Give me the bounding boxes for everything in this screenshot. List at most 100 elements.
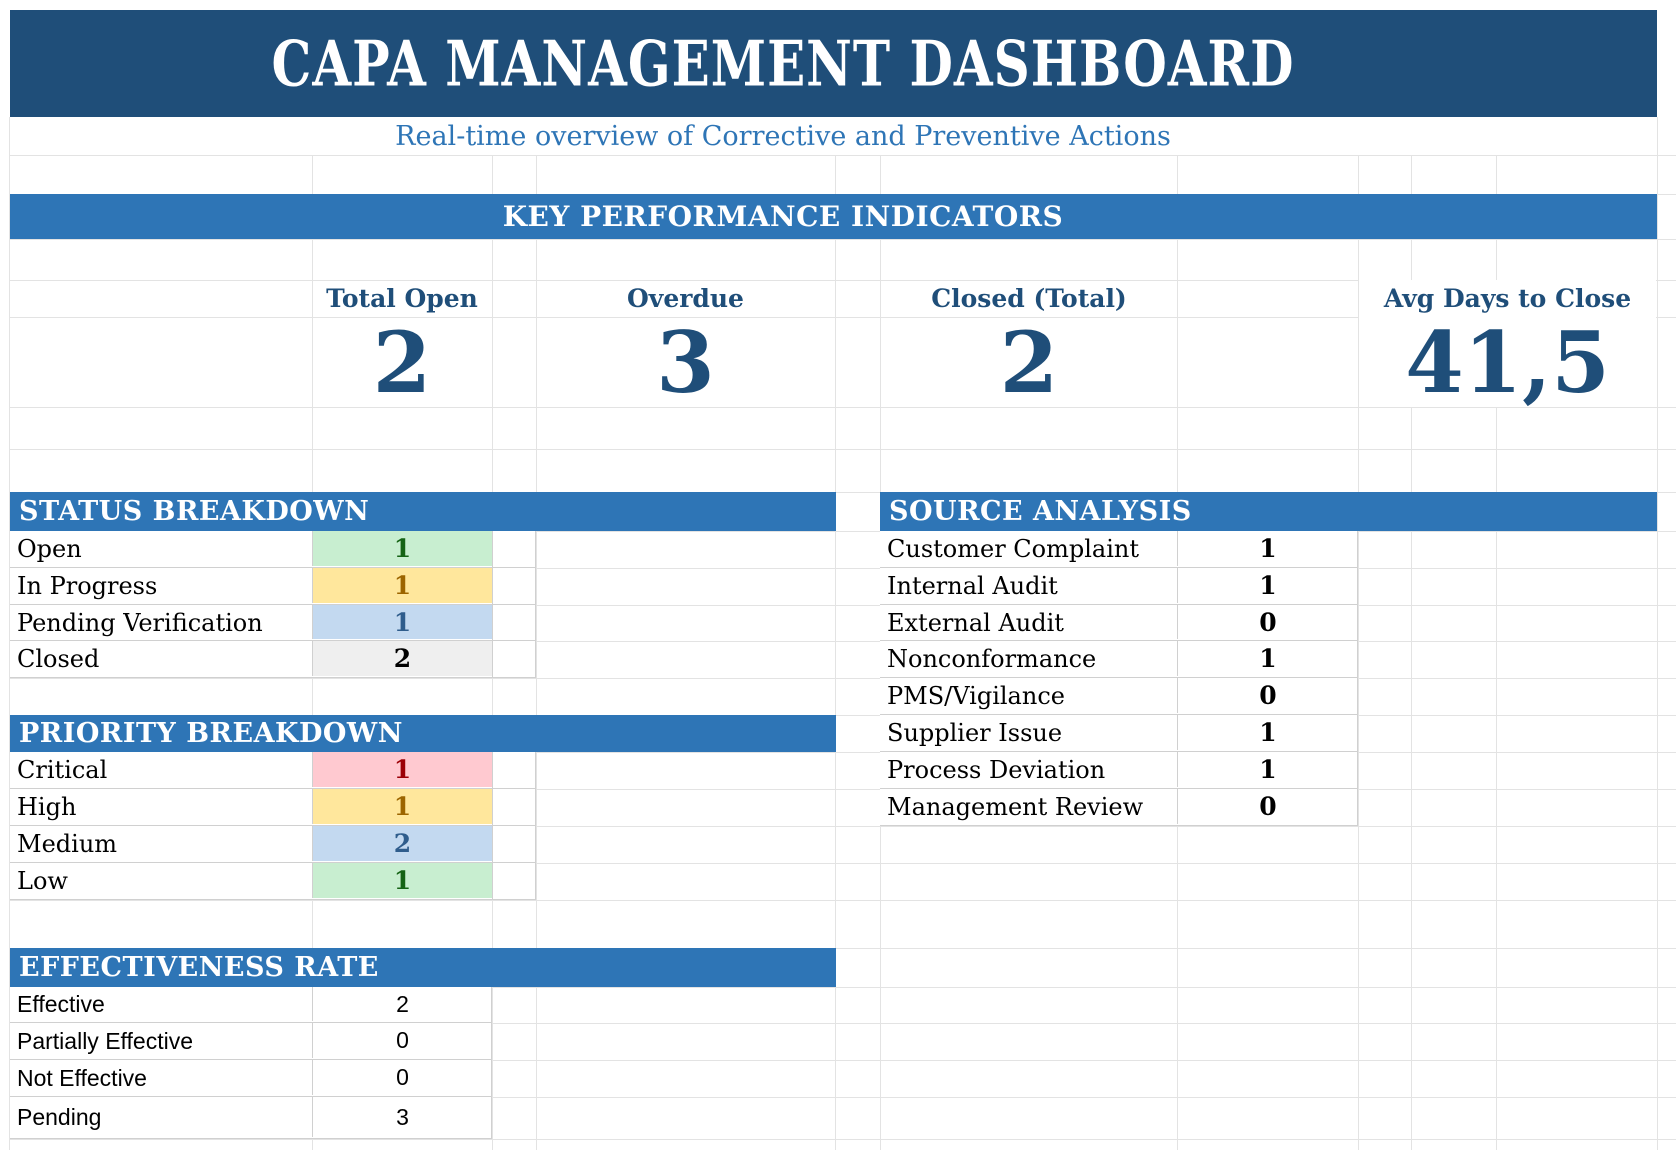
effectiveness-row-value[interactable]: 3 (312, 1097, 492, 1137)
kpi-value-avg-days[interactable]: 41,5 (1359, 313, 1656, 412)
priority-row-value[interactable]: 1 (312, 789, 492, 824)
source-row-value[interactable]: 1 (1177, 752, 1358, 787)
effectiveness-row-label[interactable]: Effective (17, 991, 105, 1017)
priority-row-label[interactable]: Medium (17, 830, 118, 858)
effectiveness-row-value[interactable]: 0 (312, 1023, 492, 1058)
gridline-horizontal (9, 715, 1676, 716)
source-row-label[interactable]: Internal Audit (887, 572, 1058, 600)
priority-row-label[interactable]: Low (17, 867, 68, 895)
priority-row-value[interactable]: 1 (312, 863, 492, 898)
effectiveness-row-value[interactable]: 2 (312, 987, 492, 1021)
kpi-section-bar (10, 194, 1657, 239)
page-subtitle: Real-time overview of Corrective and Pre… (10, 117, 1556, 155)
gridline-vertical (9, 117, 10, 1150)
table-row: Customer Complaint 1 (880, 531, 1358, 568)
gridline-horizontal (9, 492, 1676, 493)
empty-cell (492, 605, 536, 640)
gridline-horizontal (9, 531, 1676, 532)
source-row-value[interactable]: 1 (1177, 641, 1358, 676)
status-row-label[interactable]: Pending Verification (17, 608, 263, 637)
priority-breakdown-header-text: PRIORITY BREAKDOWN (19, 718, 403, 749)
empty-cell (492, 752, 536, 788)
gridline-horizontal (9, 155, 1676, 156)
source-row-label[interactable]: Management Review (887, 793, 1144, 821)
empty-cell (492, 789, 536, 825)
source-row-label[interactable]: Process Deviation (887, 756, 1106, 784)
kpi-label-total-open[interactable]: Total Open (326, 284, 478, 313)
status-row-label[interactable]: Closed (17, 645, 100, 673)
gridline-horizontal (9, 1060, 1676, 1061)
gridline-horizontal (9, 641, 1676, 642)
gridline-horizontal (9, 239, 1676, 240)
empty-cell (492, 863, 536, 899)
effectiveness-rate-header: EFFECTIVENESS RATE (10, 948, 836, 987)
kpi-value-total-open[interactable]: 2 (372, 312, 432, 412)
priority-row-label[interactable]: Critical (17, 756, 108, 784)
gridline-horizontal (9, 863, 1676, 864)
table-row: Low 1 (10, 863, 536, 900)
source-row-value[interactable]: 1 (1177, 568, 1358, 603)
status-row-value[interactable]: 1 (312, 568, 492, 603)
kpi-value-overdue[interactable]: 3 (656, 312, 715, 412)
table-row: Pending 3 (10, 1097, 492, 1139)
table-row: Medium 2 (10, 826, 536, 863)
priority-breakdown-header: PRIORITY BREAKDOWN (10, 715, 836, 752)
page-title: CAPA MANAGEMENT DASHBOARD (10, 10, 1556, 117)
effectiveness-row-value[interactable]: 0 (312, 1060, 492, 1095)
page-subtitle-text: Real-time overview of Corrective and Pre… (395, 120, 1171, 152)
status-row-label[interactable]: In Progress (17, 572, 158, 600)
gridline-horizontal (9, 317, 1676, 318)
table-row: Closed 2 (10, 641, 536, 678)
empty-cell (492, 568, 536, 604)
source-row-label[interactable]: Supplier Issue (887, 719, 1063, 747)
gridline-horizontal (9, 407, 1676, 408)
status-row-value[interactable]: 2 (312, 641, 492, 676)
table-row: Not Effective 0 (10, 1060, 492, 1097)
source-analysis-header-text: SOURCE ANALYSIS (889, 496, 1192, 527)
empty-cell (492, 531, 536, 567)
source-row-label[interactable]: External Audit (887, 608, 1064, 637)
source-analysis-header: SOURCE ANALYSIS (880, 492, 1657, 531)
source-row-value[interactable]: 0 (1177, 789, 1358, 824)
empty-cell (492, 826, 536, 862)
priority-row-value[interactable]: 1 (312, 752, 492, 787)
gridline-vertical (1496, 117, 1497, 1150)
source-row-value[interactable]: 1 (1177, 715, 1358, 750)
gridline-vertical (835, 117, 836, 1150)
kpi-section-header: KEY PERFORMANCE INDICATORS (10, 194, 1556, 239)
status-row-value[interactable]: 1 (312, 605, 492, 639)
status-row-value[interactable]: 1 (312, 531, 492, 566)
effectiveness-row-label[interactable]: Not Effective (17, 1064, 147, 1091)
gridline-horizontal (9, 1097, 1676, 1098)
table-row: Supplier Issue 1 (880, 715, 1358, 752)
table-row: Partially Effective 0 (10, 1023, 492, 1060)
kpi-label-overdue[interactable]: Overdue (627, 284, 744, 313)
gridline-horizontal (9, 678, 1676, 679)
gridline-horizontal (9, 1023, 1676, 1024)
status-row-label[interactable]: Open (17, 535, 82, 563)
gridline-vertical (536, 117, 537, 1150)
table-row: Process Deviation 1 (880, 752, 1358, 789)
kpi-label-avg-days[interactable]: Avg Days to Close (1359, 280, 1656, 317)
priority-row-value[interactable]: 2 (312, 826, 492, 861)
status-breakdown-header-text: STATUS BREAKDOWN (19, 496, 370, 527)
kpi-value-closed-total[interactable]: 2 (999, 312, 1059, 412)
gridline-horizontal (9, 280, 1676, 281)
gridline-horizontal (9, 789, 1676, 790)
source-row-value[interactable]: 0 (1177, 605, 1358, 639)
source-row-value[interactable]: 0 (1177, 678, 1358, 713)
effectiveness-row-label[interactable]: Pending (17, 1104, 102, 1130)
title-banner (10, 10, 1657, 117)
source-row-label[interactable]: PMS/Vigilance (887, 682, 1065, 710)
effectiveness-row-label[interactable]: Partially Effective (17, 1027, 193, 1054)
kpi-label-closed-total[interactable]: Closed (Total) (931, 284, 1127, 313)
page-title-text: CAPA MANAGEMENT DASHBOARD (271, 26, 1295, 101)
source-row-value[interactable]: 1 (1177, 531, 1358, 566)
table-row: Open 1 (10, 531, 536, 568)
source-row-label[interactable]: Nonconformance (887, 645, 1097, 673)
source-row-label[interactable]: Customer Complaint (887, 535, 1139, 563)
gridline-horizontal (9, 987, 1676, 988)
priority-row-label[interactable]: High (17, 793, 77, 821)
gridline-horizontal (9, 605, 1676, 606)
